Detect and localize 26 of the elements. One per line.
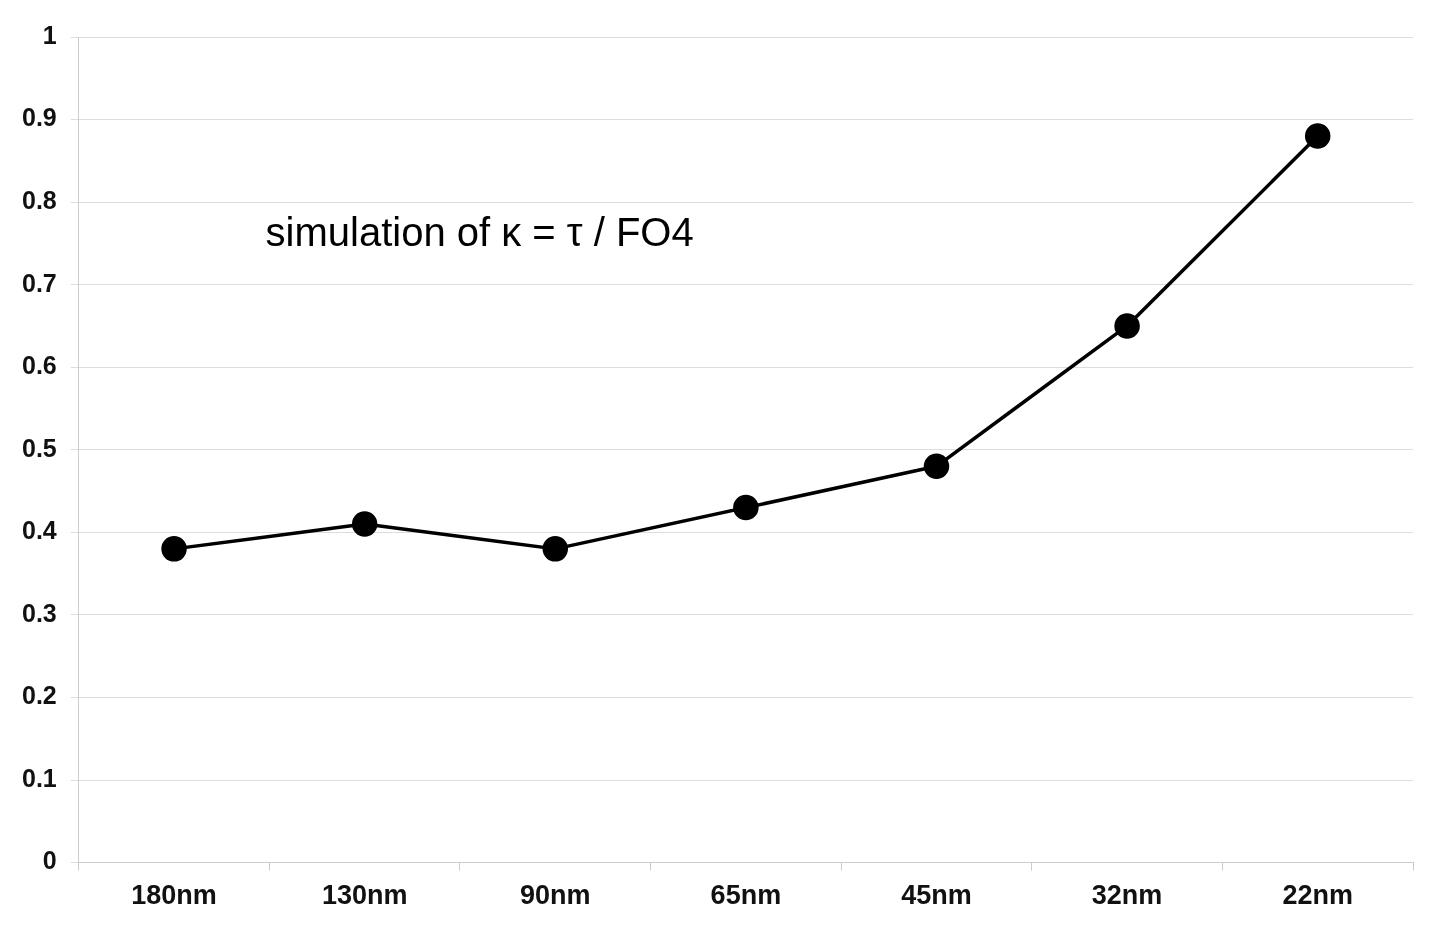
y-tick-label: 0.3 [21, 598, 57, 627]
x-tick-label: 45nm [901, 880, 972, 911]
x-tick-label: 130nm [321, 880, 408, 911]
y-tick-label: 0.6 [21, 351, 57, 380]
point [733, 494, 759, 521]
y-tick-label: 0.4 [21, 516, 57, 545]
point [542, 536, 569, 562]
y-tick-label: 0.8 [21, 186, 57, 215]
x-tick-label: 90nm [520, 880, 591, 911]
x-tick-label: 22nm [1282, 880, 1353, 911]
point [1114, 313, 1140, 339]
y-tick-label: 0.2 [21, 681, 57, 710]
point [923, 453, 950, 480]
point [161, 536, 187, 562]
x-tick-label: 65nm [710, 880, 782, 911]
y-tick-label: 0.5 [21, 433, 57, 462]
y-tick-label: 0.9 [21, 103, 57, 132]
annotation: simulation of κ = τ / FO4 [265, 210, 694, 255]
y-tick-label: 0 [42, 846, 57, 875]
point [351, 511, 378, 537]
y-tick-label: 1 [42, 20, 57, 49]
x-tick-label: 180nm [131, 880, 217, 911]
y-tick-label: 0.1 [21, 763, 57, 792]
y-tick-label: 0.7 [21, 268, 57, 297]
x-tick-label: 32nm [1091, 880, 1163, 911]
point [1304, 123, 1331, 149]
